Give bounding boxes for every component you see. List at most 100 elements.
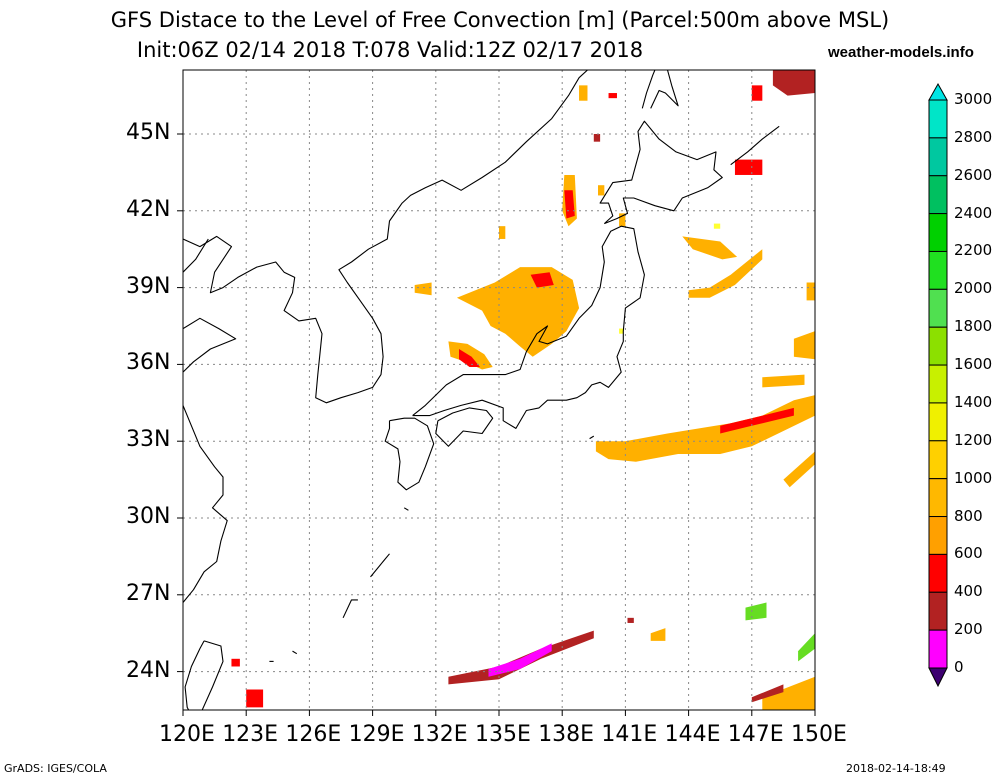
- colorbar-label: 1400: [954, 392, 993, 411]
- colorbar-swatch: [928, 364, 948, 404]
- colorbar-swatch: [928, 288, 948, 328]
- colorbar-swatch: [928, 402, 948, 442]
- coastline-shikoku: [435, 407, 494, 447]
- coastline-kurils: [730, 125, 780, 166]
- y-tick-label: 39N: [126, 273, 171, 299]
- x-tick-label: 138E: [538, 722, 595, 747]
- colorbar-label: 400: [954, 582, 983, 601]
- lfc-cell: [619, 213, 626, 227]
- coastline-sakhalin: [641, 70, 656, 109]
- y-tick-label: 27N: [126, 580, 171, 606]
- lfc-shade-noto-red: [530, 272, 554, 288]
- y-tick-label: 24N: [126, 657, 171, 683]
- coastline-hachijo: [589, 435, 595, 440]
- x-tick-label: 126E: [285, 722, 342, 747]
- coastlines: [183, 70, 780, 710]
- colorbar-swatch: [928, 250, 948, 290]
- lfc-shade-sea-of-japan: [456, 267, 580, 357]
- lfc-shade-sanin: [448, 341, 493, 370]
- coastline-sakhalin-south: [650, 70, 679, 109]
- colorbar-swatch: [928, 478, 948, 518]
- y-tick-label: 36N: [126, 350, 171, 376]
- colorbar-swatch: [928, 553, 948, 593]
- coastline-yakushima: [403, 507, 409, 511]
- colorbar-swatch: [928, 137, 948, 177]
- x-tick-label: 132E: [411, 722, 468, 747]
- lfc-shade-hokkaido-red: [564, 190, 575, 219]
- lfc-cell: [231, 658, 240, 667]
- coastline-taiwan: [184, 640, 224, 710]
- colorbar-swatch: [928, 440, 948, 480]
- colorbar-label: 0: [954, 658, 964, 676]
- colorbar-label: 2000: [954, 279, 993, 298]
- colorbar-label: 600: [954, 544, 983, 563]
- x-tick-label: 123E: [222, 722, 279, 747]
- lfc-shade-green: [798, 633, 815, 662]
- lfc-shade-bonin: [650, 628, 666, 641]
- lfc-shade-south-magenta: [488, 643, 552, 677]
- brand-label: weather-models.info: [828, 44, 974, 61]
- coastline-okinawa: [342, 599, 358, 619]
- lfc-shade-south-band: [448, 630, 594, 685]
- colorbar-swatch: [928, 326, 948, 366]
- colorbar-top-arrow: [928, 82, 948, 101]
- coastline-china-east: [183, 405, 228, 603]
- title-line-1: GFS Distace to the Level of Free Convect…: [110, 8, 890, 32]
- x-tick-label: 129E: [348, 722, 405, 747]
- lfc-cell: [593, 134, 601, 142]
- colorbar-label: 2400: [954, 203, 993, 222]
- coastline-kyushu: [384, 417, 435, 491]
- lfc-shade-west: [414, 282, 432, 296]
- colorbar-label: 1200: [954, 430, 993, 449]
- colorbar-swatch: [928, 591, 948, 631]
- coastline-amami: [370, 553, 390, 578]
- lfc-shade-east-edge: [793, 331, 815, 360]
- lfc-shade-south-red: [246, 689, 264, 708]
- y-tick-label: 30N: [126, 504, 171, 529]
- x-tick-label: 144E: [664, 722, 721, 747]
- lfc-shade-pacific-red: [720, 407, 794, 434]
- colorbar-label: 800: [954, 506, 983, 525]
- lfc-shade-se: [783, 451, 815, 488]
- colorbar: [928, 82, 948, 688]
- colorbar-label: 2800: [954, 127, 993, 146]
- colorbar-label: 1000: [954, 468, 993, 487]
- colorbar-label: 2200: [954, 241, 993, 260]
- lfc-cell: [608, 93, 617, 99]
- lfc-cell: [751, 85, 763, 101]
- colorbar-swatch: [928, 629, 948, 669]
- lfc-shade-sanin-red: [459, 349, 480, 367]
- coastline-honshu: [412, 225, 645, 429]
- lfc-shade-ne-strip: [682, 236, 738, 260]
- x-tick-label: 141E: [601, 722, 658, 747]
- lfc-shade-pacific-band: [595, 395, 815, 462]
- colorbar-swatch: [928, 516, 948, 555]
- coastline-shandong: [183, 317, 237, 373]
- y-tick-label: 33N: [126, 427, 171, 453]
- colorbar-bottom-arrow: [928, 667, 948, 688]
- x-tick-label: 150E: [791, 722, 847, 747]
- lfc-cell: [598, 185, 605, 196]
- coastline-mainland: [183, 70, 588, 404]
- title-line-2: Init:06Z 02/14 2018 T:078 Valid:12Z 02/1…: [136, 38, 644, 62]
- x-tick-label: 135E: [475, 722, 531, 747]
- footer-source: GrADS: IGES/COLA: [4, 762, 107, 775]
- lfc-cell: [713, 223, 721, 229]
- lfc-shade-green: [745, 602, 767, 621]
- y-tick-label: 42N: [126, 196, 171, 222]
- lfc-shade-pacific-strip: [762, 374, 805, 388]
- lfc-shade-se-corner: [762, 676, 815, 710]
- footer-timestamp: 2018-02-14-18:49: [846, 762, 946, 775]
- colorbar-label: 200: [954, 620, 983, 639]
- colorbar-label: 3000: [954, 90, 993, 108]
- lfc-cell: [627, 617, 634, 623]
- lfc-field-layer: [231, 70, 815, 710]
- x-tick-label: 120E: [159, 722, 215, 747]
- lfc-cell: [734, 159, 763, 175]
- y-tick-label: 45N: [126, 120, 171, 145]
- colorbar-swatch: [928, 99, 948, 139]
- colorbar-label: 2600: [954, 165, 993, 184]
- lfc-cell: [619, 328, 624, 334]
- coastline-hokkaido: [599, 120, 723, 225]
